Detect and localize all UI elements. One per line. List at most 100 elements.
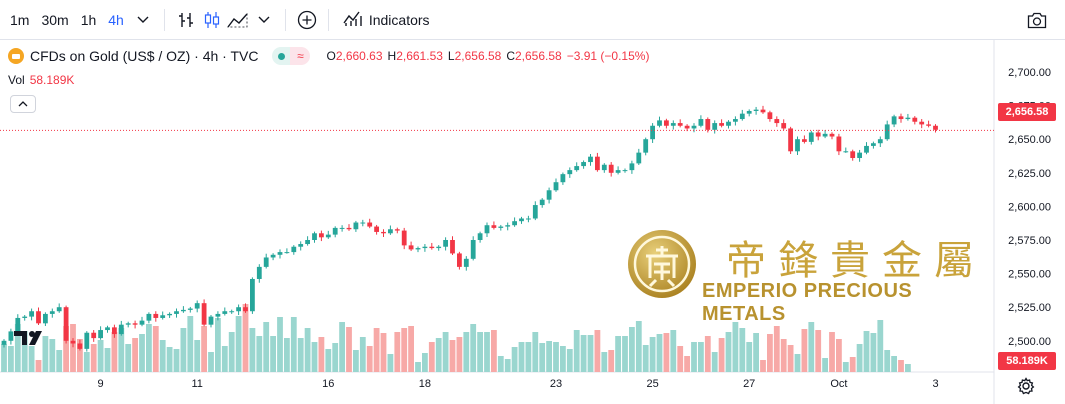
candle-body (822, 133, 828, 137)
candle-body (477, 233, 483, 240)
price-chart[interactable]: 2,700.002,675.002,650.002,625.002,600.00… (0, 40, 1065, 404)
volume-bar (491, 330, 497, 372)
candle-body (484, 225, 490, 234)
camera-icon[interactable] (1023, 6, 1051, 34)
indicators-label: Indicators (368, 11, 430, 28)
x-tick-label: 25 (646, 378, 658, 390)
volume-bar (42, 336, 49, 372)
candle-body (719, 123, 724, 126)
candle-body (553, 182, 559, 191)
volume-bar (28, 346, 35, 372)
candle-body (636, 152, 642, 164)
volume-bar (242, 304, 249, 372)
x-tick-label: 18 (419, 378, 431, 390)
timeframe-4h[interactable]: 4h (108, 11, 124, 28)
volume-bar (601, 352, 608, 372)
volume-bar (228, 332, 235, 372)
candle-body (339, 227, 345, 229)
volume-bar (594, 330, 601, 372)
candle-body (871, 143, 876, 146)
candle-body (187, 308, 193, 310)
tradingview-logo-icon[interactable] (14, 328, 48, 348)
area-chart-icon[interactable] (225, 6, 251, 34)
volume-label: Vol (8, 73, 25, 87)
volume-bar (760, 360, 766, 372)
gear-icon[interactable] (1016, 376, 1036, 396)
chevron-down-icon[interactable] (130, 6, 156, 34)
y-tick-label: 2,550.00 (1008, 269, 1051, 281)
candle-body (919, 121, 925, 125)
volume-bar (677, 346, 684, 372)
candle-body (746, 110, 752, 114)
volume-bar (318, 337, 325, 372)
volume-bar (566, 349, 573, 372)
market-status-badge[interactable]: ≈ (272, 47, 311, 65)
volume-bar (359, 337, 366, 372)
collapse-legend-button[interactable] (10, 95, 36, 113)
y-tick-label: 2,600.00 (1008, 201, 1051, 213)
x-tick-label: 9 (98, 378, 104, 390)
volume-bar (511, 347, 518, 372)
candle-body (891, 116, 897, 125)
volume-bar (580, 335, 587, 372)
bars-icon[interactable] (173, 6, 199, 34)
candle-body (381, 231, 386, 234)
candle-body (698, 119, 704, 126)
candle-body (684, 125, 690, 129)
volume-bar (284, 338, 290, 372)
candle-body (450, 240, 455, 254)
volume-bar (304, 328, 311, 372)
candle-body (84, 332, 90, 349)
volume-bar (277, 317, 283, 372)
candle-body (933, 125, 938, 130)
candle-body (194, 303, 200, 309)
volume-bar (808, 322, 815, 372)
candle-body (49, 311, 55, 314)
timeframe-1h[interactable]: 1h (80, 11, 97, 28)
volume-bar (56, 350, 63, 372)
candle-body (615, 170, 621, 173)
emperio-logo-icon (628, 230, 696, 298)
candle-body (422, 246, 428, 249)
symbol-name[interactable]: CFDs on Gold (US$ / OZ) · 4h · TVC (30, 48, 259, 64)
candle-body (353, 222, 359, 230)
volume-bar (83, 352, 90, 372)
volume-bar (428, 342, 435, 372)
candle-body (181, 309, 186, 312)
volume-bar (373, 328, 380, 372)
candle-body (712, 123, 718, 130)
volume-bar (856, 344, 863, 372)
market-open-icon (272, 47, 291, 65)
candle-body (312, 233, 317, 240)
x-tick-label: 23 (550, 378, 562, 390)
candle-body (56, 307, 62, 312)
volume-bar (849, 357, 856, 372)
chart-legend: CFDs on Gold (US$ / OZ) · 4h · TVC ≈ O2,… (8, 46, 654, 66)
chevron-down-icon[interactable] (251, 6, 277, 34)
timeframe-30m[interactable]: 30m (41, 11, 69, 28)
candle-body (415, 248, 421, 250)
candle-body (91, 332, 97, 339)
candle-body (898, 116, 904, 120)
volume-bar (422, 353, 428, 372)
candle-body (236, 307, 241, 312)
volume-bar (532, 332, 539, 372)
volume-bar (560, 346, 566, 372)
add-compare-icon[interactable] (294, 6, 320, 34)
candle-body (539, 199, 545, 206)
volume-bar (470, 324, 477, 372)
candle-body (43, 313, 48, 324)
volume-bar (1, 344, 7, 372)
candle-body (319, 233, 324, 238)
volume-bar (877, 320, 884, 372)
timeframe-1m[interactable]: 1m (10, 11, 30, 28)
volume-bar (297, 338, 304, 372)
volume-bar (180, 328, 187, 372)
volume-bar (836, 339, 842, 372)
indicators-button[interactable]: Indicators (337, 6, 436, 34)
volume-bar (449, 340, 456, 372)
volume-bar (670, 330, 677, 372)
candle-body (388, 229, 393, 234)
candles-icon[interactable] (199, 6, 225, 34)
volume-bar (311, 342, 318, 372)
